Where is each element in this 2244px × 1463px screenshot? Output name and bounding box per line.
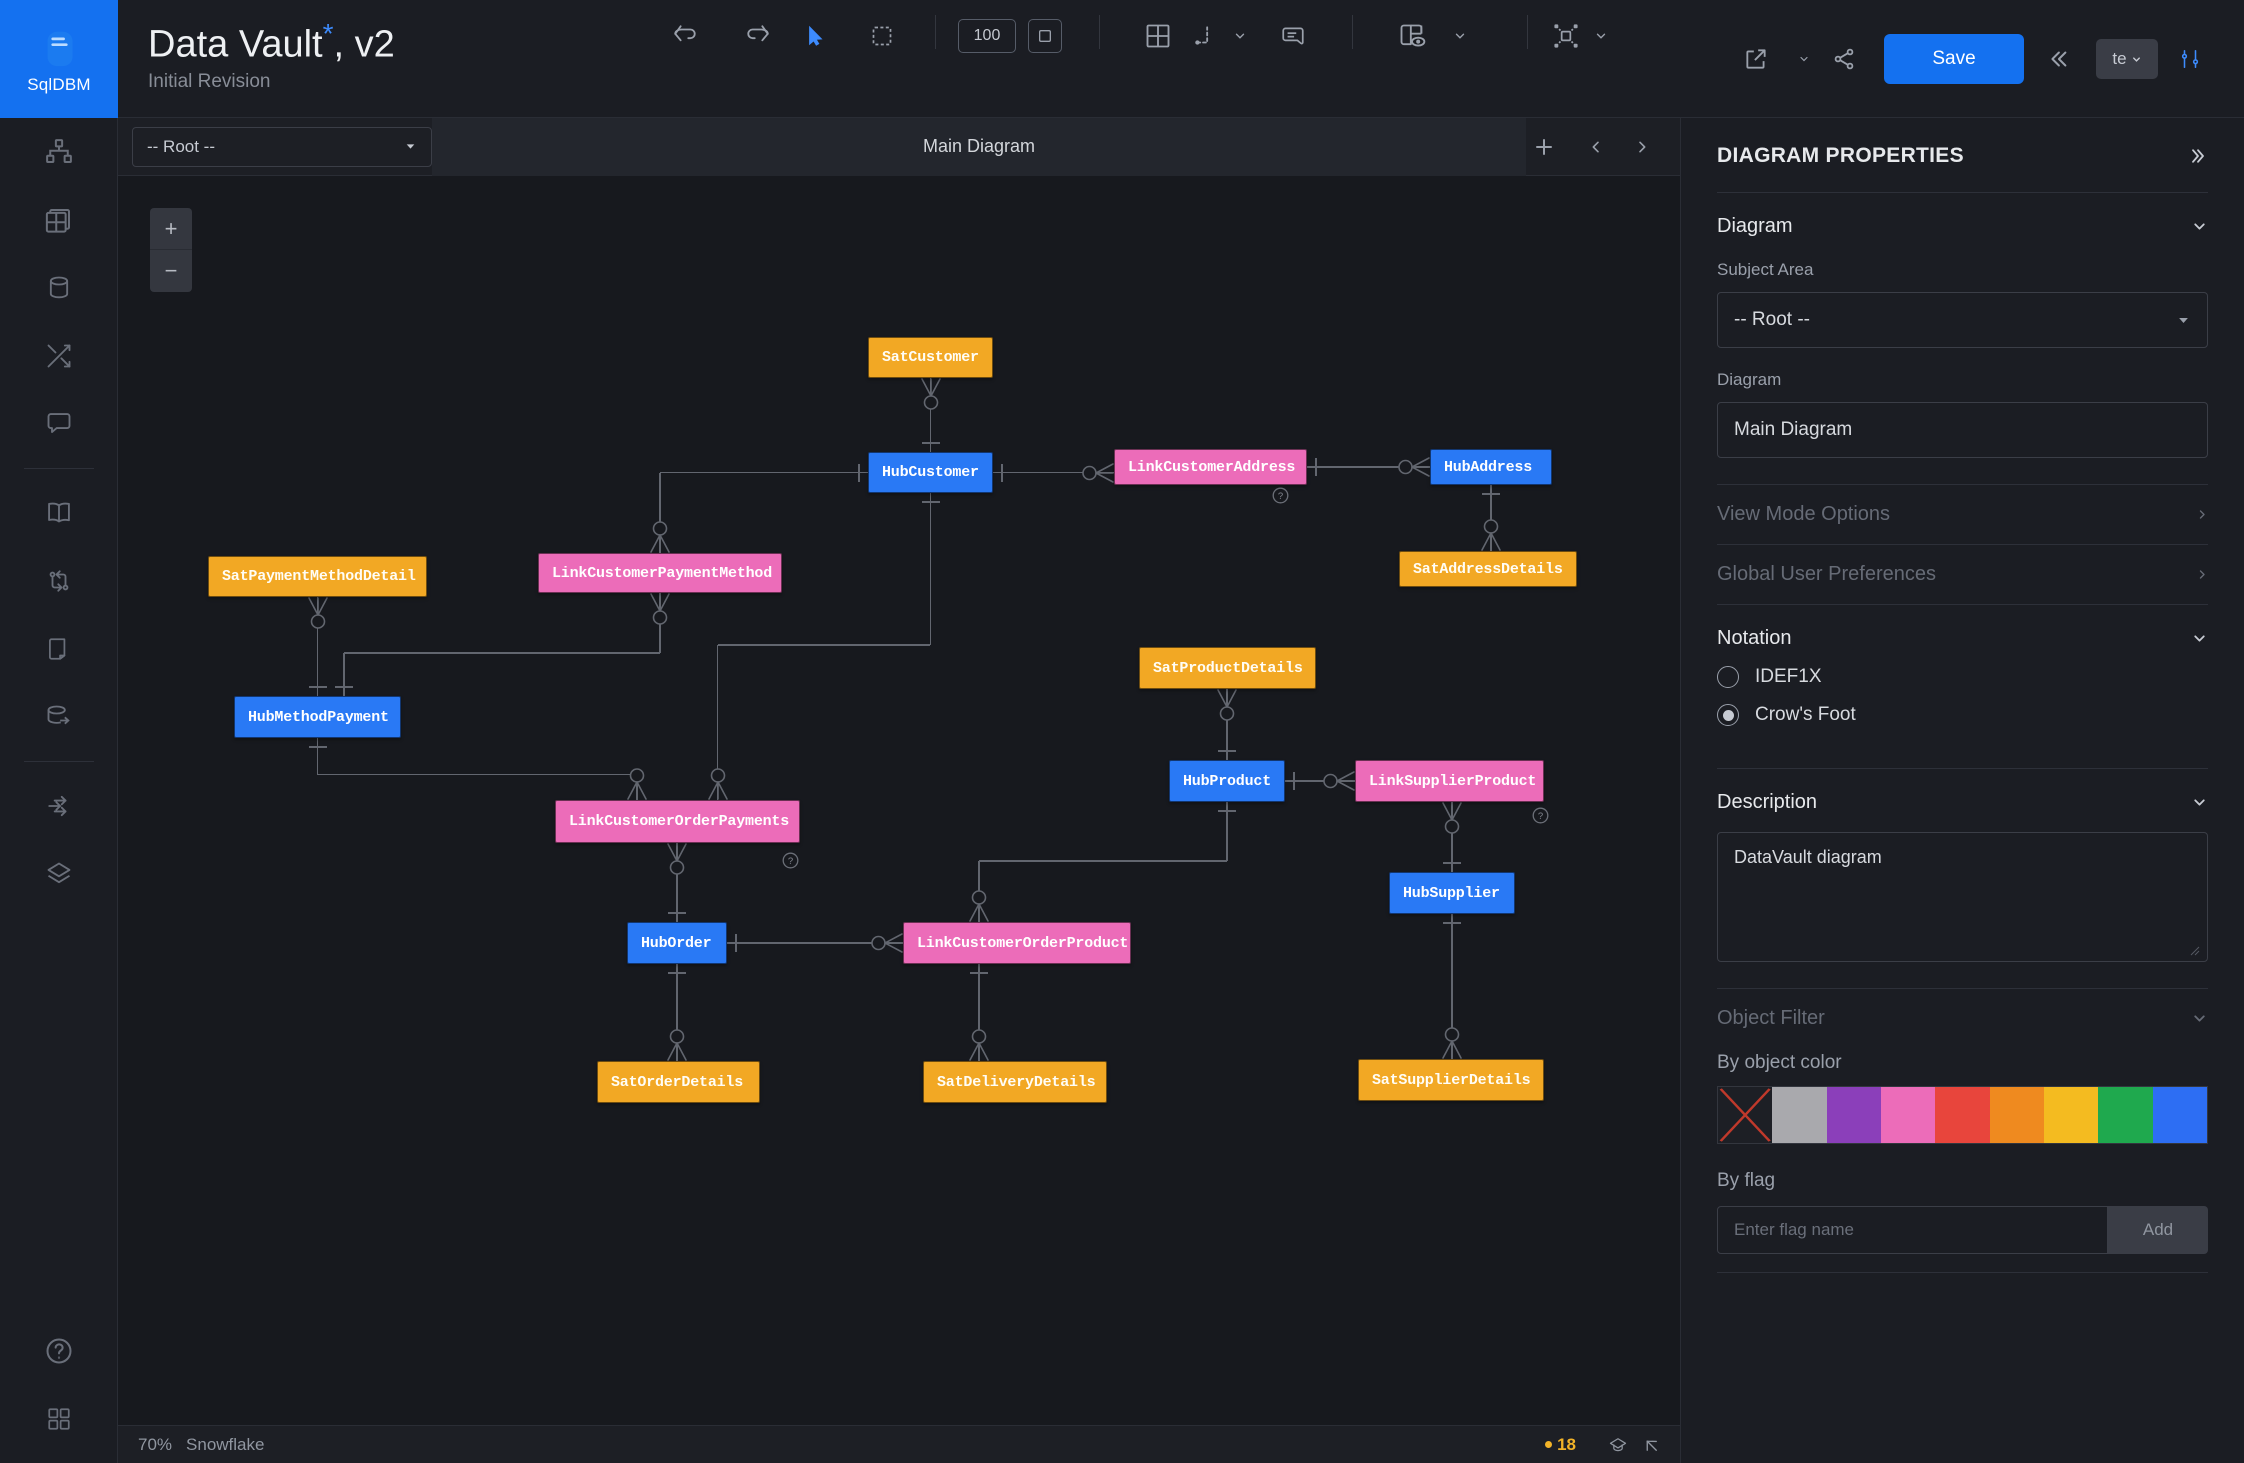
svg-text:?: ? bbox=[787, 856, 792, 867]
svg-text:?: ? bbox=[1537, 811, 1542, 822]
svg-text:?: ? bbox=[1277, 491, 1282, 502]
